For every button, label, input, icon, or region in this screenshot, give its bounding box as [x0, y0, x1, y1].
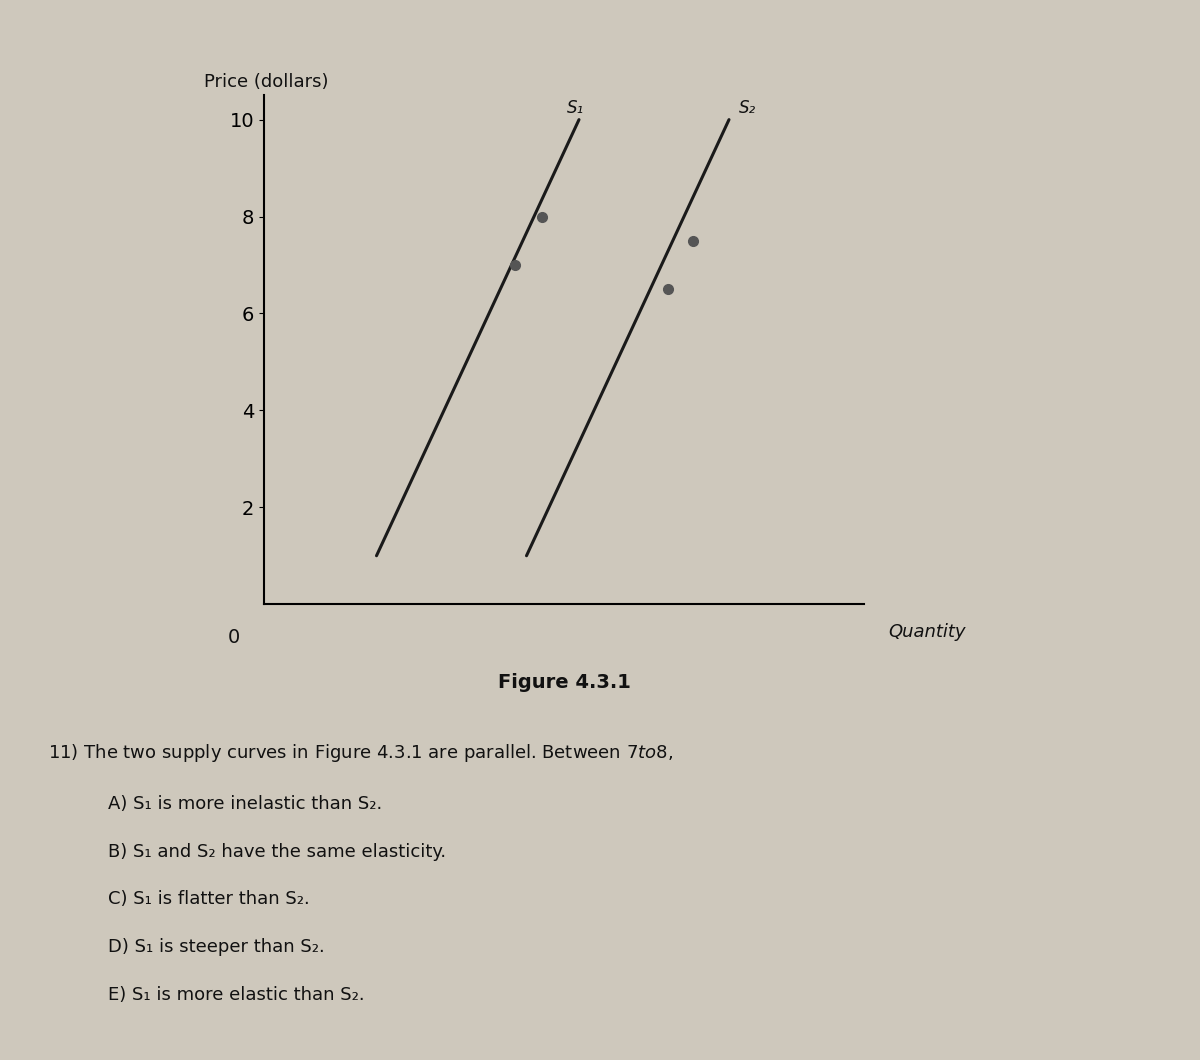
Text: Figure 4.3.1: Figure 4.3.1 — [498, 673, 630, 692]
Text: 0: 0 — [228, 628, 240, 647]
Text: D) S₁ is steeper than S₂.: D) S₁ is steeper than S₂. — [108, 938, 325, 956]
Text: 11) The two supply curves in Figure 4.3.1 are parallel. Between $7 to $8,: 11) The two supply curves in Figure 4.3.… — [48, 742, 673, 764]
Text: Quantity: Quantity — [888, 623, 966, 641]
Text: E) S₁ is more elastic than S₂.: E) S₁ is more elastic than S₂. — [108, 986, 365, 1004]
Text: C) S₁ is flatter than S₂.: C) S₁ is flatter than S₂. — [108, 890, 310, 908]
Text: Price (dollars): Price (dollars) — [204, 72, 329, 90]
Text: B) S₁ and S₂ have the same elasticity.: B) S₁ and S₂ have the same elasticity. — [108, 843, 446, 861]
Text: A) S₁ is more inelastic than S₂.: A) S₁ is more inelastic than S₂. — [108, 795, 383, 813]
Text: S₁: S₁ — [566, 100, 584, 118]
Text: S₂: S₂ — [739, 100, 756, 118]
